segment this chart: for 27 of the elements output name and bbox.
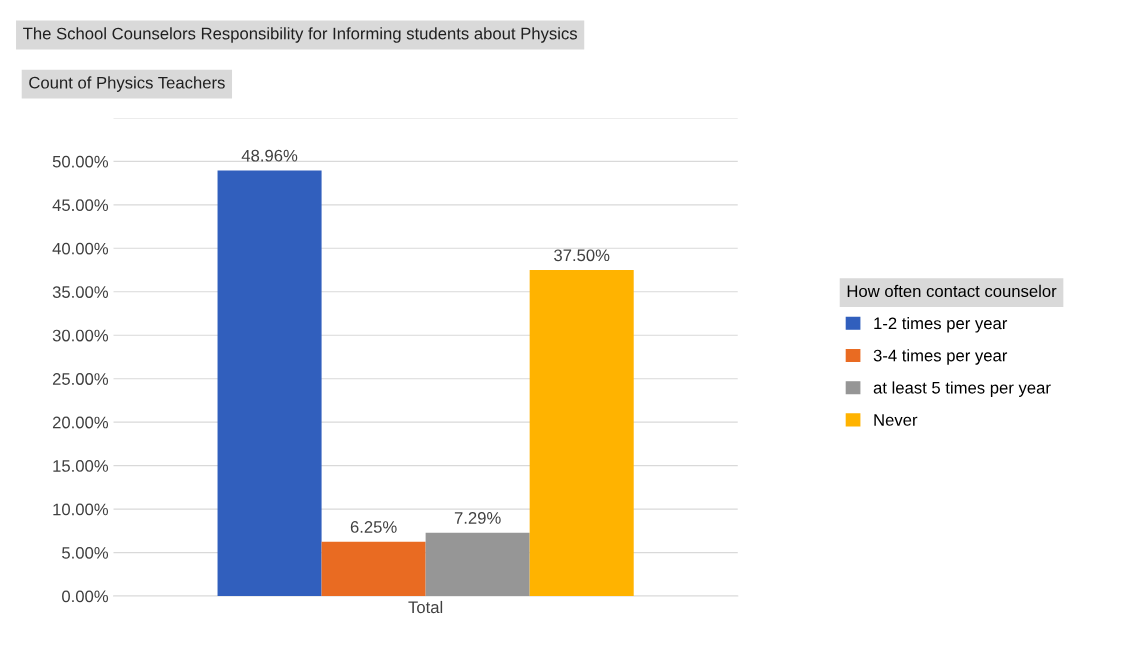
y-tick-label: 0.00% [62,590,109,603]
bar [529,270,634,597]
bar [217,170,322,597]
y-tick-label: 20.00% [52,416,109,429]
y-tick-label: 25.00% [52,373,109,385]
text: 37.50% [554,249,610,262]
text: 6.25% [350,521,397,533]
chart-title: The School Counselors Responsibility for Informing students about Physics [23,27,578,43]
bar [321,541,426,597]
legend-label: at least 5 times per year [873,381,1051,397]
y-tick-label: 40.00% [52,242,109,255]
legend-title: How often contact counselor [847,284,1057,298]
text: 7.29% [454,512,501,524]
text: 48.96% [241,149,298,162]
y-tick-label: 5.00% [62,546,109,559]
y-tick-label: 50.00% [52,155,109,168]
legend-label: Never [874,414,918,426]
y-tick-label: 30.00% [52,329,109,342]
y-tick-label: 35.00% [52,286,109,298]
y-tick-label: 15.00% [53,460,109,472]
legend-label: 3-4 times per year [873,349,1008,365]
bar [425,532,530,597]
y-tick-label: 45.00% [52,199,109,212]
legend-label: 1-2 times per year [874,317,1008,333]
y-tick-label: 10.00% [53,503,109,516]
chart-subtitle: Count of Physics Teachers [29,76,225,92]
x-tick-label: Total [408,600,443,614]
